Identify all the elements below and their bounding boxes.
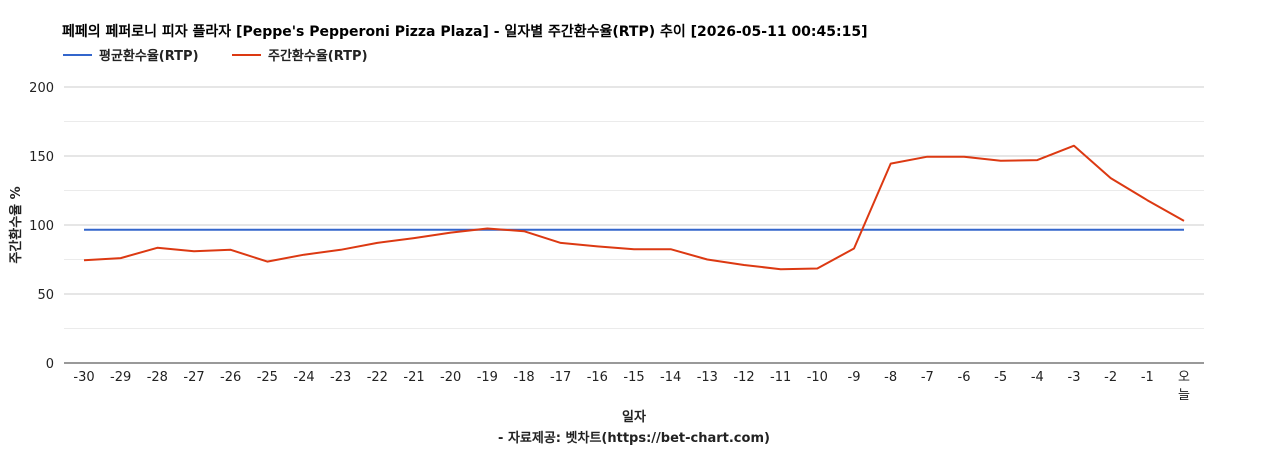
legend-item-average[interactable]: 평균환수율(RTP) <box>63 48 199 64</box>
x-tick-label: -30 <box>73 370 94 385</box>
series-lines <box>83 144 1185 271</box>
series-line-weekly[interactable] <box>83 144 1185 271</box>
x-tick-label: -14 <box>660 370 681 385</box>
x-axis-ticks: -30 -29 -28 -27 -26 -25 -24 -23 -22 -21 -20 -19 -18 -… <box>73 370 1190 403</box>
source-credit: - 자료제공: 벳차트(https://bet-chart.com) <box>498 430 770 446</box>
y-tick-label: 150 <box>29 150 54 165</box>
chart-title: 페페의 페퍼로니 피자 플라자 [Peppe's Pepperoni Pizza… <box>62 23 867 40</box>
x-tick-label: -23 <box>330 370 351 385</box>
x-tick-label: -5 <box>994 370 1007 385</box>
x-tick-label: -3 <box>1068 370 1081 385</box>
y-axis-ticks: 0 50 100 150 200 <box>29 81 54 372</box>
x-tick-label: -29 <box>110 370 131 385</box>
x-tick-label: -6 <box>958 370 971 385</box>
y-tick-label: 100 <box>29 219 54 234</box>
x-tick-label: -18 <box>513 370 534 385</box>
x-tick-label: -19 <box>477 370 498 385</box>
legend-label-weekly: 주간환수율(RTP) <box>268 48 368 64</box>
x-tick-label: -22 <box>367 370 388 385</box>
x-tick-label: -12 <box>733 370 754 385</box>
y-tick-label: 200 <box>29 81 54 96</box>
x-tick-label: -15 <box>623 370 644 385</box>
y-tick-label: 0 <box>46 357 54 372</box>
x-tick-label: -24 <box>293 370 314 385</box>
gridlines <box>64 86 1204 329</box>
x-tick-label: -2 <box>1104 370 1117 385</box>
x-tick-label: -11 <box>770 370 791 385</box>
y-tick-label: 50 <box>37 288 54 303</box>
x-tick-label: -17 <box>550 370 571 385</box>
x-tick-label: -27 <box>183 370 204 385</box>
x-tick-label: -10 <box>807 370 828 385</box>
x-tick-label: -16 <box>587 370 608 385</box>
x-tick-label: -7 <box>921 370 934 385</box>
legend-label-average: 평균환수율(RTP) <box>99 48 199 64</box>
x-tick-label: -28 <box>147 370 168 385</box>
x-tick-label: -4 <box>1031 370 1044 385</box>
x-tick-label: -9 <box>848 370 861 385</box>
x-axis-title: 일자 <box>622 410 646 425</box>
legend: 평균환수율(RTP) 주간환수율(RTP) <box>63 48 368 64</box>
x-tick-label: -21 <box>403 370 424 385</box>
x-tick-label: -8 <box>884 370 897 385</box>
x-tick-label: -1 <box>1141 370 1154 385</box>
x-tick-label: -25 <box>257 370 278 385</box>
x-tick-label: -26 <box>220 370 241 385</box>
legend-item-weekly[interactable]: 주간환수율(RTP) <box>232 48 368 64</box>
x-tick-label: -13 <box>697 370 718 385</box>
y-axis-title: 주간환수율 % <box>8 186 24 263</box>
x-tick-label: -20 <box>440 370 461 385</box>
